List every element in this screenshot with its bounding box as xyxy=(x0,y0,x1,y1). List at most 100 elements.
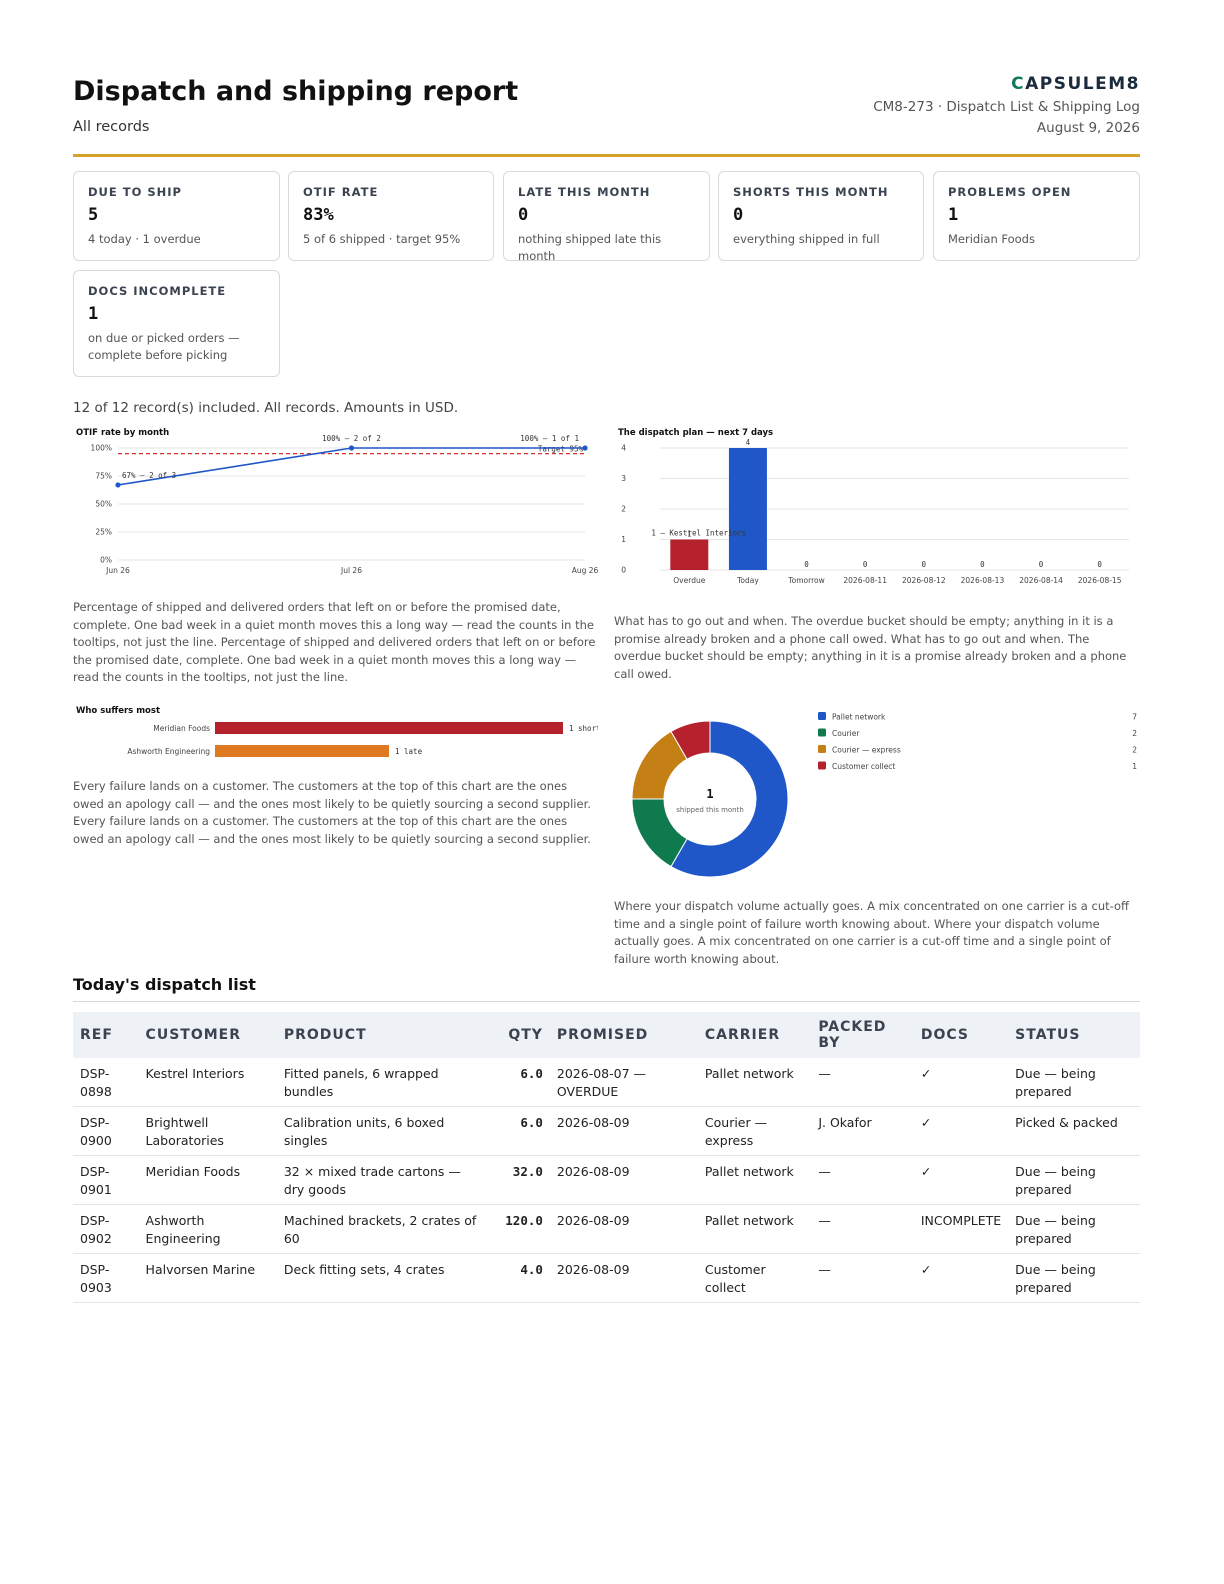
chart-title: OTIF rate by month xyxy=(76,428,169,438)
x-tick-label: Jul 26 xyxy=(340,566,362,575)
column-header-packed-by[interactable]: PACKED BY xyxy=(811,1012,914,1058)
cell-docs: ✓ xyxy=(913,1253,1009,1303)
legend-swatch xyxy=(818,712,826,720)
y-tick-label: 25% xyxy=(95,528,112,537)
y-tick-label: 0% xyxy=(100,556,112,565)
cell-promised: 2026-08-07 — OVERDUE xyxy=(549,1058,698,1107)
legend-value: 2 xyxy=(1132,729,1137,738)
cell-docs: ✓ xyxy=(913,1106,1009,1156)
kpi-value: 5 xyxy=(88,205,99,225)
plan-bar-value-label: 0 xyxy=(804,560,809,569)
brand-logo-mark: C xyxy=(1011,74,1026,94)
cell-customer: Meridian Foods xyxy=(138,1155,277,1205)
y-category-label: Ashworth Engineering xyxy=(127,747,210,756)
cell-qty: 6.0 xyxy=(490,1058,550,1107)
report-date: August 9, 2026 xyxy=(1036,120,1140,136)
column-header-qty[interactable]: QTY xyxy=(490,1012,550,1058)
cell-product: 32 × mixed trade cartons — dry goods xyxy=(276,1155,491,1205)
cell-packed-by: — xyxy=(811,1204,914,1254)
table-header-row: REF CUSTOMER PRODUCT QTY PROMISED CARRIE… xyxy=(73,1012,1140,1058)
otif-data-point xyxy=(115,482,121,488)
who-suffers-bar-chart: Who suffers most Meridian Foods 1 short As… xyxy=(76,706,598,757)
bar-value-label: 1 short xyxy=(569,724,598,733)
cell-status: Due — being prepared xyxy=(1008,1155,1140,1205)
column-header-status[interactable]: STATUS xyxy=(1008,1012,1140,1058)
donut-slice xyxy=(670,720,789,878)
kpi-label: PROBLEMS OPEN xyxy=(948,185,1072,199)
cell-status: Picked & packed xyxy=(1008,1106,1140,1156)
cell-docs: ✓ xyxy=(913,1155,1009,1205)
bar-value-label: 1 late xyxy=(395,747,423,756)
cell-ref: DSP-0900 xyxy=(73,1106,139,1156)
divider xyxy=(73,1001,1140,1002)
x-tick-label: 2026-08-14 xyxy=(1019,576,1063,585)
cell-promised: 2026-08-09 xyxy=(549,1253,698,1303)
dispatch-list-title: Today's dispatch list xyxy=(73,975,256,994)
legend-label: Customer collect xyxy=(832,762,895,771)
page-title: Dispatch and shipping report xyxy=(73,76,519,107)
kpi-note: 5 of 6 shipped · target 95% xyxy=(303,232,461,246)
kpi-label: DOCS INCOMPLETE xyxy=(88,284,227,298)
x-tick-label: 2026-08-15 xyxy=(1078,576,1122,585)
customer-failure-bar xyxy=(215,745,389,757)
kpi-note: everything shipped in full xyxy=(733,232,880,246)
column-header-promised[interactable]: PROMISED xyxy=(549,1012,698,1058)
kpi-card-late-this-month: LATE THIS MONTH 0 nothing shipped late t… xyxy=(503,171,710,263)
kpi-label: LATE THIS MONTH xyxy=(518,185,651,199)
otif-data-point xyxy=(582,445,588,451)
kpi-value: 0 xyxy=(518,205,529,225)
chart-title: The dispatch plan — next 7 days xyxy=(618,428,773,438)
y-tick-label: 3 xyxy=(621,474,626,483)
cell-product: Machined brackets, 2 crates of 60 xyxy=(276,1204,491,1254)
plan-bar-value-label: 0 xyxy=(863,560,868,569)
donut-center-label: shipped this month xyxy=(676,806,744,814)
kpi-card-docs-incomplete: DOCS INCOMPLETE 1 on due or picked order… xyxy=(73,270,280,377)
kpi-label: SHORTS THIS MONTH xyxy=(733,185,889,199)
kpi-note: nothing shipped late this month xyxy=(518,232,662,263)
legend-label: Courier xyxy=(832,729,860,738)
cell-product: Deck fitting sets, 4 crates xyxy=(276,1253,491,1303)
kpi-card-due-to-ship: DUE TO SHIP 5 4 today · 1 overdue xyxy=(73,171,280,261)
column-header-product[interactable]: PRODUCT xyxy=(276,1012,491,1058)
cell-product: Calibration units, 6 boxed singles xyxy=(276,1106,491,1156)
brand-logo: CAPSULEM8 xyxy=(1011,74,1140,94)
cell-ref: DSP-0902 xyxy=(73,1204,139,1254)
kpi-value: 83% xyxy=(303,205,334,225)
y-tick-label: 50% xyxy=(95,500,112,509)
column-header-carrier[interactable]: CARRIER xyxy=(697,1012,812,1058)
page-subtitle: All records xyxy=(73,119,150,135)
column-header-ref[interactable]: REF xyxy=(73,1012,139,1058)
kpi-note: Meridian Foods xyxy=(948,232,1035,246)
x-tick-label: Aug 26 xyxy=(572,566,598,575)
y-tick-label: 0 xyxy=(621,566,626,575)
plan-bar-value-label: 0 xyxy=(1039,560,1044,569)
cell-status: Due — being prepared xyxy=(1008,1204,1140,1254)
x-tick-label: Today xyxy=(736,576,759,585)
dispatch-list-table: REF CUSTOMER PRODUCT QTY PROMISED CARRIE… xyxy=(73,1012,1140,1303)
legend-swatch xyxy=(818,761,826,770)
legend-value: 1 xyxy=(1132,762,1137,771)
otif-point-label: 100% — 1 of 1 xyxy=(520,434,579,443)
kpi-label: DUE TO SHIP xyxy=(88,185,182,199)
cell-qty: 120.0 xyxy=(490,1204,550,1254)
cell-packed-by: J. Okafor xyxy=(811,1106,914,1156)
records-summary: 12 of 12 record(s) included. All records… xyxy=(73,400,459,416)
cell-customer: Kestrel Interiors xyxy=(138,1058,277,1107)
cell-carrier: Customer collect xyxy=(697,1253,812,1303)
cell-promised: 2026-08-09 xyxy=(549,1204,698,1254)
y-tick-label: 75% xyxy=(95,472,112,481)
y-tick-label: 100% xyxy=(91,444,112,453)
y-tick-label: 2 xyxy=(621,505,626,514)
cell-carrier: Pallet network xyxy=(697,1058,812,1107)
plan-bar-value-label: 1 xyxy=(687,530,692,539)
plan-bar-value-label: 0 xyxy=(980,560,985,569)
column-header-docs[interactable]: DOCS xyxy=(913,1012,1009,1058)
x-tick-label: Overdue xyxy=(673,576,705,585)
cell-packed-by: — xyxy=(811,1155,914,1205)
column-header-customer[interactable]: CUSTOMER xyxy=(138,1012,277,1058)
cell-promised: 2026-08-09 xyxy=(549,1106,698,1156)
cell-customer: Halvorsen Marine xyxy=(138,1253,277,1303)
kpi-card-otif-rate: OTIF RATE 83% 5 of 6 shipped · target 95… xyxy=(288,171,494,261)
otif-data-point xyxy=(348,445,355,451)
customer-failure-bar xyxy=(215,722,563,734)
